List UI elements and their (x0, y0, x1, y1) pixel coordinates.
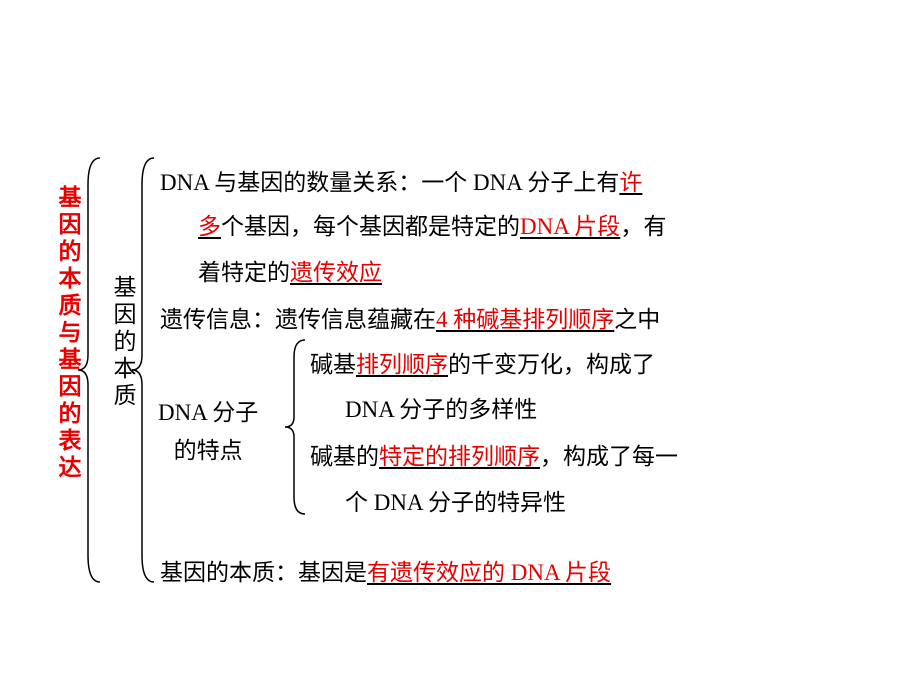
line-2: 遗传信息：遗传信息蕴藏在4 种碱基排列顺序之中 (160, 300, 660, 334)
bracket-3 (285, 337, 305, 517)
bracket-1 (78, 155, 100, 585)
line-1c: 着特定的遗传效应 (198, 253, 382, 287)
dna-label-line1: DNA 分子 (158, 393, 258, 427)
line-1a: DNA 与基因的数量关系：一个 DNA 分子上有许 (160, 163, 642, 197)
bracket-2 (132, 155, 154, 585)
line-1b: 多个基因，每个基因都是特定的DNA 片段，有 (198, 207, 666, 241)
line-3b: DNA 分子的多样性 (345, 390, 537, 424)
line-3d: 个 DNA 分子的特异性 (345, 483, 566, 517)
dna-label-line2: 的特点 (158, 431, 258, 465)
line-3c: 碱基的特定的排列顺序，构成了每一 (310, 437, 678, 471)
line-3a: 碱基排列顺序的千变万化，构成了 (310, 345, 655, 379)
diagram-container: 基因的本质与基因的表达 基因的本质 DNA 与基因的数量关系：一个 DNA 分子… (50, 155, 880, 595)
line-4: 基因的本质：基因是有遗传效应的 DNA 片段 (160, 553, 611, 587)
dna-label: DNA 分子 的特点 (158, 393, 258, 465)
